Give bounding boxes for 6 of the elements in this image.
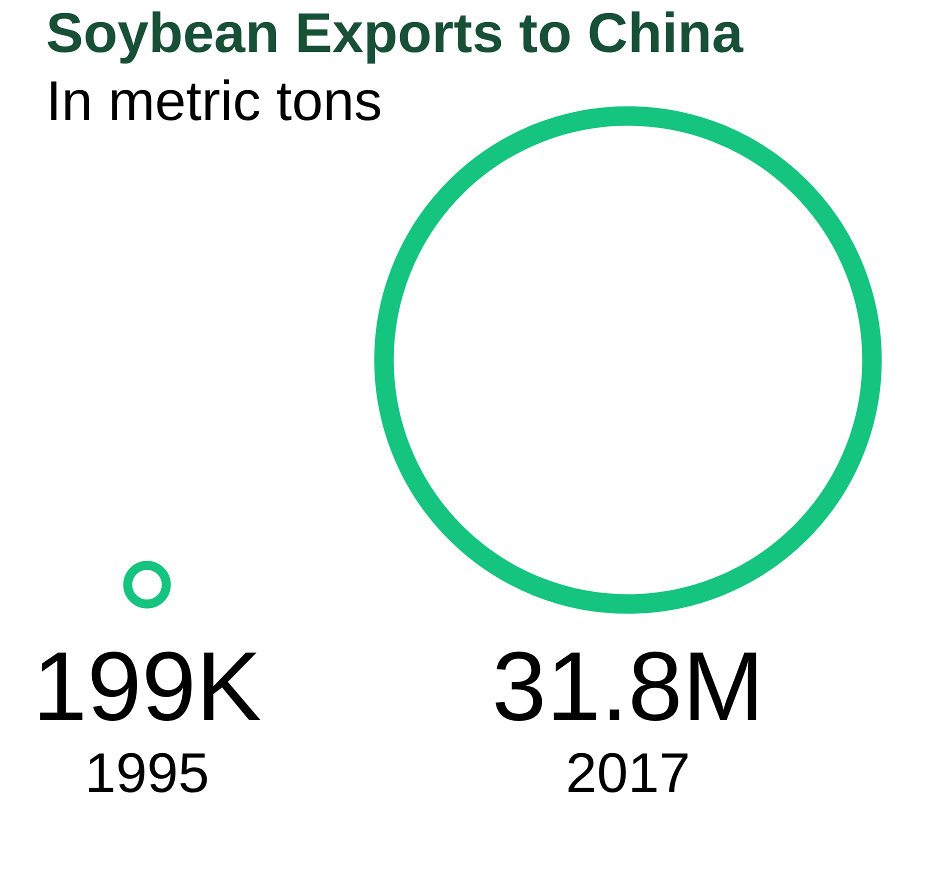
text: Soybean Exports to China [46, 0, 743, 66]
category-label: 2017 [566, 741, 690, 804]
category-label: 1995 [84, 741, 210, 804]
data-label: 31.8M [492, 631, 764, 741]
text: In metric tons [46, 68, 382, 134]
data-label: 199K [32, 631, 262, 741]
